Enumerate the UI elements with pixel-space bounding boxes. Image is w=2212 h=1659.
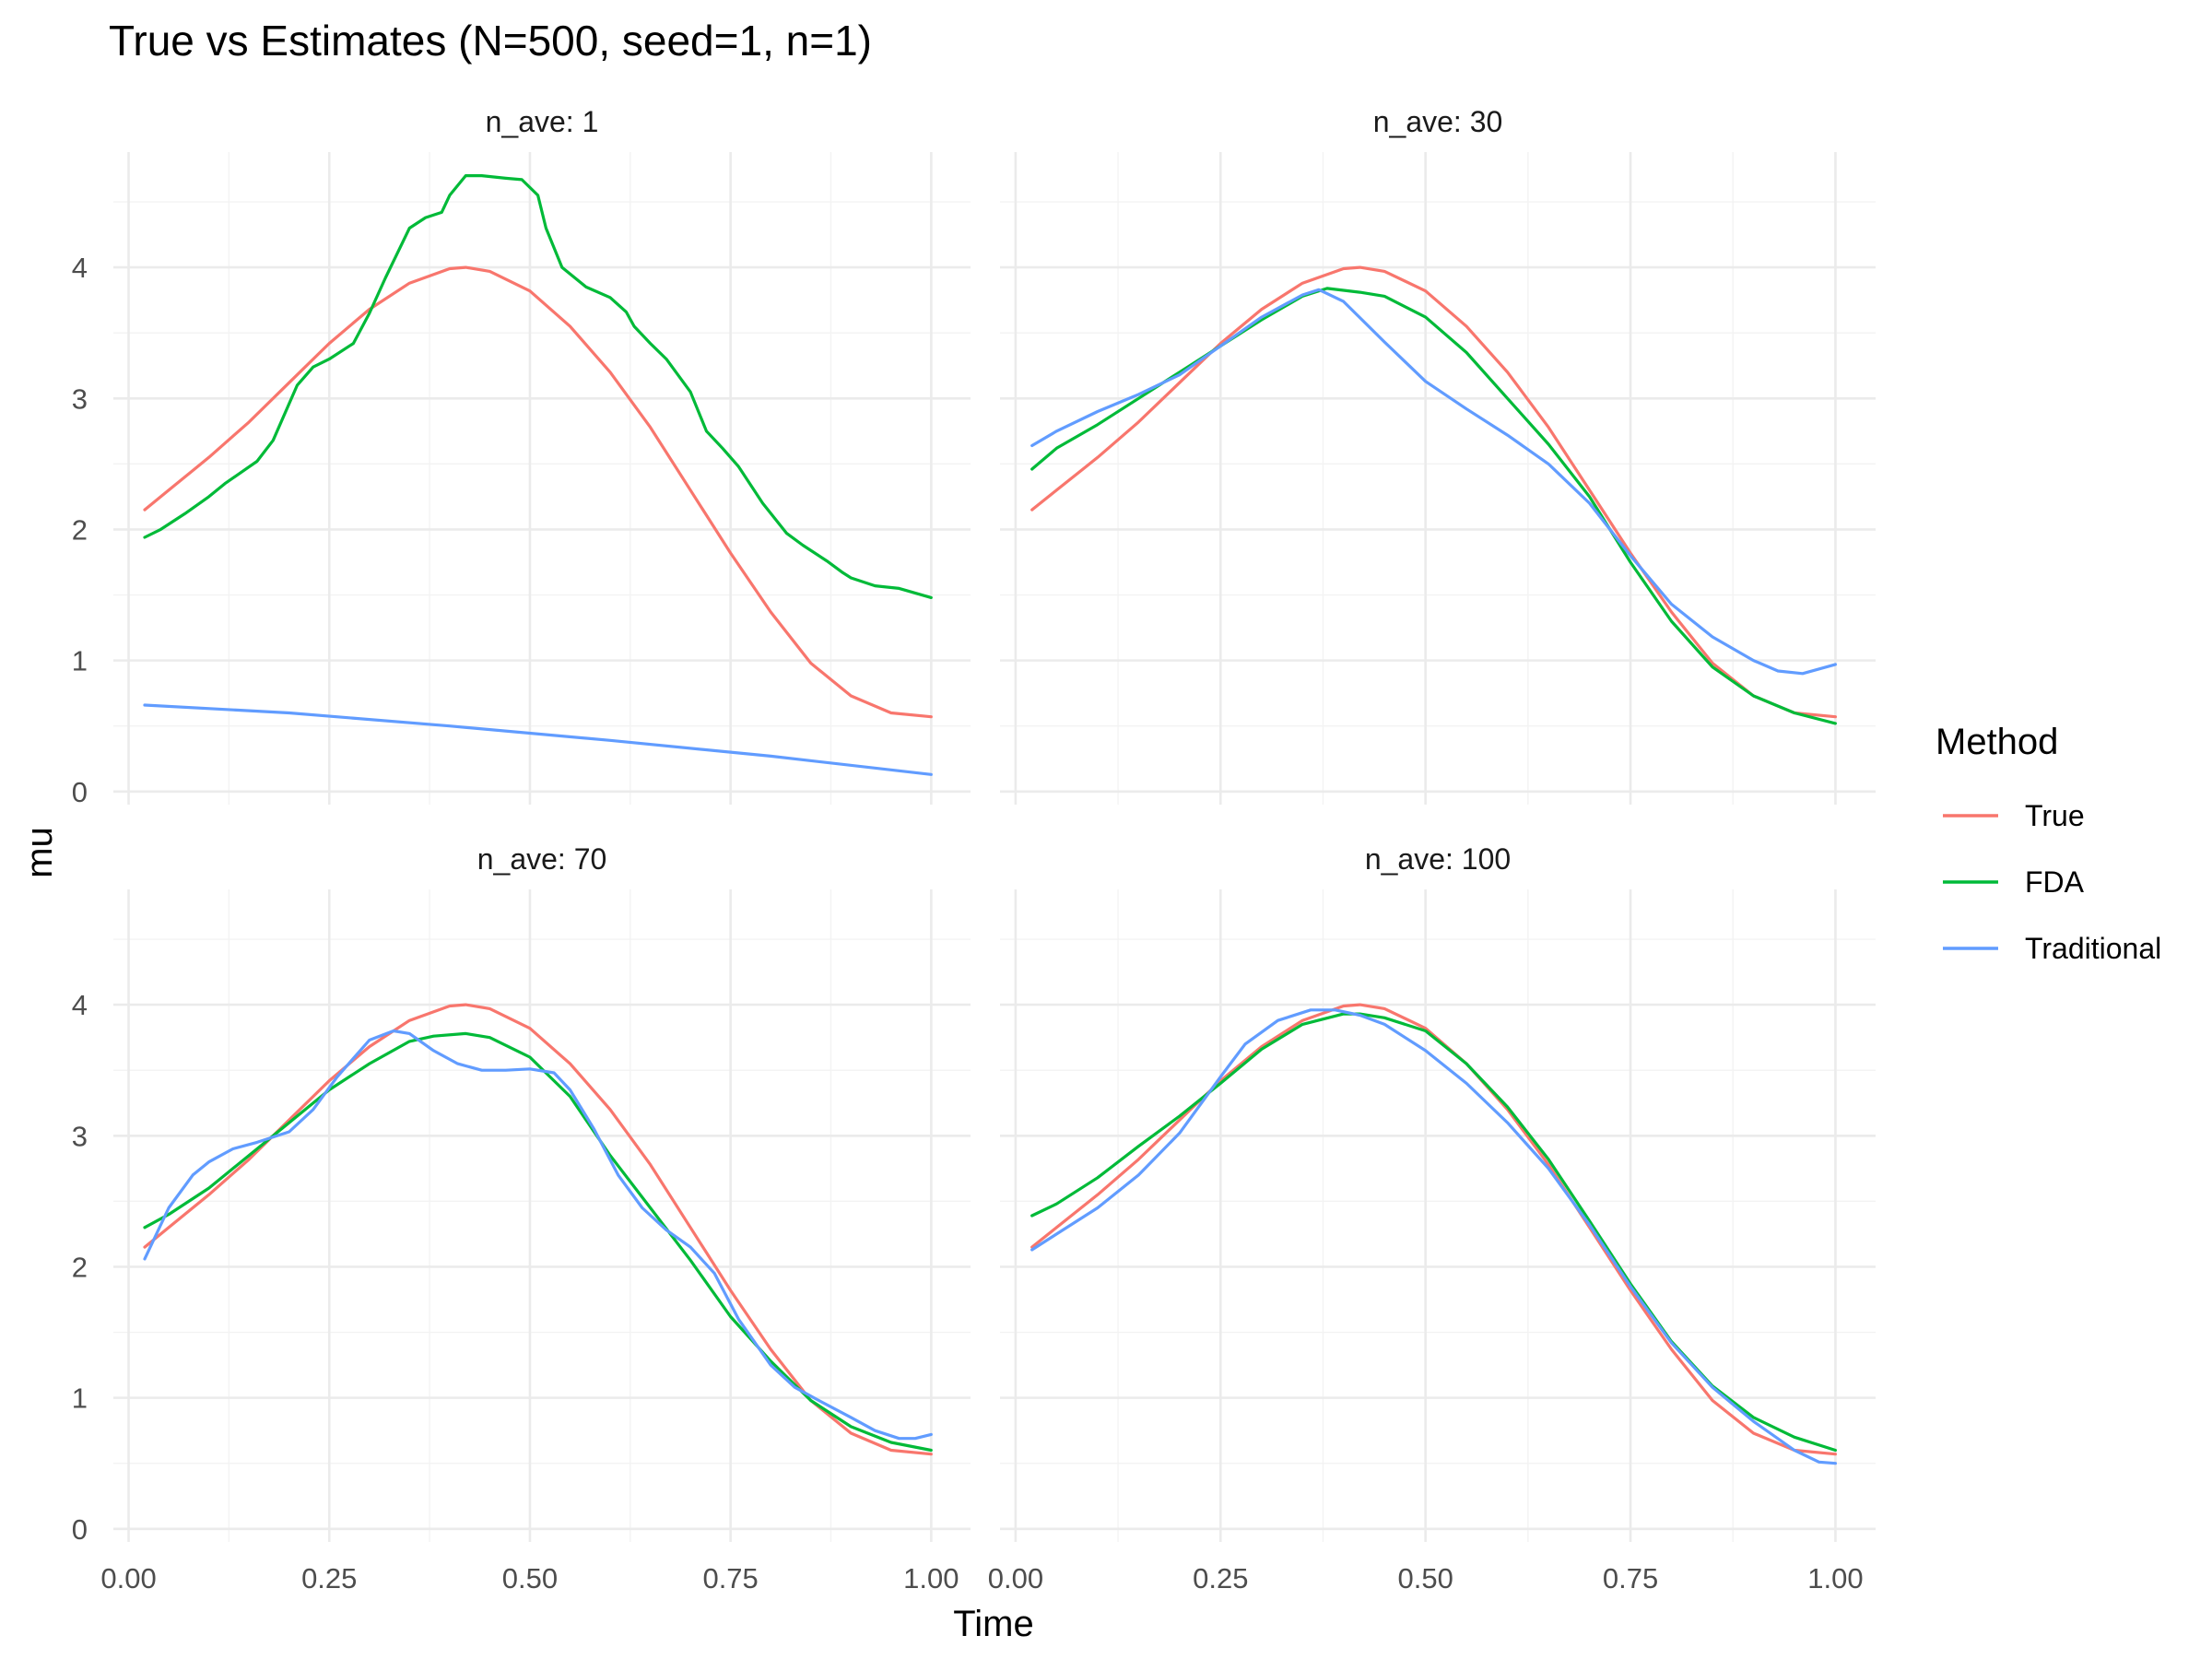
legend-title: Method — [1936, 722, 2058, 762]
legend-entry: FDA — [1943, 865, 2085, 899]
y-tick-label: 0 — [72, 1513, 88, 1546]
facet-label: n_ave: 70 — [477, 842, 607, 876]
series-line-traditional — [143, 703, 933, 776]
y-tick-label: 2 — [72, 1251, 88, 1283]
y-tick-label: 0 — [72, 776, 88, 808]
facet-panels: n_ave: 1 0 1 2 3 4 n_ave: 30 n_ave: 70 0 1 2 3 4 0.00… — [72, 105, 1876, 1594]
x-tick-label: 0.50 — [502, 1562, 558, 1594]
x-tick-label: 1.00 — [903, 1562, 959, 1594]
x-tick-label: 1.00 — [1807, 1562, 1863, 1594]
x-tick-label: 0.25 — [1193, 1562, 1248, 1594]
x-tick-label: 0.00 — [100, 1562, 156, 1594]
series-line-fda — [1030, 1012, 1838, 1453]
series-line-fda — [1030, 287, 1838, 725]
facet-label: n_ave: 30 — [1373, 105, 1503, 138]
y-tick-label: 2 — [72, 513, 88, 546]
series-line-true — [143, 265, 933, 719]
series-line-fda — [143, 174, 933, 600]
legend-entry: Traditional — [1943, 932, 2161, 965]
chart-title: True vs Estimates (N=500, seed=1, n=1) — [109, 17, 872, 65]
y-axis-title: mu — [19, 827, 60, 878]
y-tick-label: 3 — [72, 1120, 88, 1152]
y-tick-label: 1 — [72, 1382, 88, 1415]
legend-label: True — [2025, 799, 2085, 832]
series-line-true — [1030, 265, 1838, 719]
x-axis-title: Time — [953, 1604, 1033, 1644]
legend: Method True FDA Traditional — [1936, 722, 2161, 965]
y-tick-label: 4 — [72, 989, 88, 1021]
x-tick-label: 0.25 — [301, 1562, 357, 1594]
series-line-true — [1030, 1003, 1838, 1456]
legend-label: Traditional — [2025, 932, 2161, 965]
legend-entry: True — [1943, 799, 2085, 832]
x-tick-label: 0.00 — [988, 1562, 1043, 1594]
facet-panel: n_ave: 1 0 1 2 3 4 — [72, 105, 971, 808]
series-line-true — [143, 1003, 933, 1456]
facet-panel: n_ave: 70 0 1 2 3 4 0.00 0.25 0.50 0.75 1.00 — [72, 842, 971, 1594]
y-tick-label: 4 — [72, 252, 88, 284]
series-line-traditional — [1030, 1008, 1838, 1465]
x-tick-label: 0.50 — [1397, 1562, 1453, 1594]
y-tick-label: 3 — [72, 382, 88, 415]
legend-label: FDA — [2025, 865, 2085, 899]
series-line-fda — [143, 1031, 933, 1453]
facet-panel: n_ave: 30 — [1000, 105, 1876, 805]
series-line-traditional — [143, 1029, 933, 1441]
x-tick-label: 0.75 — [702, 1562, 758, 1594]
facet-label: n_ave: 1 — [486, 105, 599, 138]
x-tick-label: 0.75 — [1603, 1562, 1658, 1594]
y-tick-label: 1 — [72, 645, 88, 677]
series-line-traditional — [1030, 288, 1838, 676]
facet-label: n_ave: 100 — [1365, 842, 1511, 876]
facet-panel: n_ave: 100 0.00 0.25 0.50 0.75 1.00 — [988, 842, 1876, 1594]
